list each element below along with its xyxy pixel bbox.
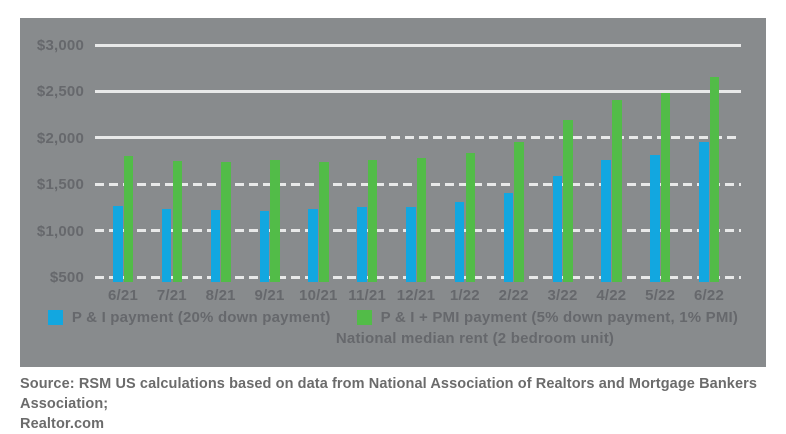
legend-extra-label: National median rent (2 bedroom unit) (335, 330, 615, 347)
bar-pi-payment (357, 206, 367, 282)
x-axis-label: 12/21 (396, 287, 436, 304)
y-axis-tick-label: $1,500 (36, 176, 84, 194)
bar-pi-pmi-payment (514, 141, 524, 282)
bar-pi-payment (552, 175, 562, 282)
x-axis-label: 6/22 (694, 287, 724, 304)
bar-pi-pmi-payment (612, 99, 622, 282)
bar-pi-payment (650, 154, 660, 282)
bar-pi-pmi-payment (221, 161, 231, 282)
bar-pi-payment (406, 207, 416, 282)
y-axis-tick-label: $2,500 (36, 83, 84, 101)
bar-pi-payment (454, 201, 465, 282)
legend-label: P & I + PMI payment (5% down payment, 1%… (380, 309, 739, 326)
bar-pi-payment (113, 206, 123, 282)
bar-pi-pmi-payment (416, 158, 427, 282)
bar-pi-payment (699, 141, 709, 282)
bar-pi-pmi-payment (563, 120, 573, 282)
legend-item: P & I payment (20% down payment) (47, 309, 331, 326)
bar-pi-pmi-payment (709, 76, 720, 282)
gridline-solid (95, 89, 741, 93)
bar-pi-payment (601, 160, 611, 282)
bar-pi-payment (259, 210, 269, 282)
x-axis-label: 4/22 (596, 287, 627, 304)
x-axis-label: 6/21 (108, 287, 138, 304)
legend-item: P & I + PMI payment (5% down payment, 1%… (356, 309, 739, 326)
bar-pi-pmi-payment (123, 156, 134, 282)
source-note: Source: RSM US calculations based on dat… (20, 374, 766, 434)
legend-label: P & I payment (20% down payment) (71, 309, 331, 326)
bar-pi-payment (308, 208, 318, 282)
legend-swatch (47, 310, 63, 325)
bar-pi-pmi-payment (172, 161, 183, 282)
x-axis-label: 8/21 (205, 287, 236, 304)
y-axis-tick-label: $1,000 (36, 222, 84, 240)
legend-swatch (356, 310, 372, 325)
y-axis-tick-label: $3,000 (36, 37, 84, 54)
source-line-1: Source: RSM US calculations based on dat… (20, 376, 758, 412)
bar-pi-pmi-payment (319, 161, 329, 282)
x-axis-label: 7/21 (156, 287, 187, 304)
x-axis-label: 5/22 (645, 287, 676, 304)
bar-pi-payment (503, 192, 514, 282)
gridline-solid (95, 43, 741, 47)
x-axis-label: 1/22 (449, 287, 480, 304)
bar-pi-pmi-payment (660, 93, 671, 282)
x-axis-label: 2/22 (498, 287, 529, 304)
bar-pi-pmi-payment (465, 152, 476, 282)
source-line-2: Realtor.com (20, 416, 105, 432)
y-axis-tick-label: $2,000 (36, 129, 84, 147)
bar-pi-pmi-payment (367, 159, 378, 282)
chart-legend: P & I payment (20% down payment) P & I + … (20, 309, 766, 347)
legend-row: P & I payment (20% down payment) P & I + … (47, 309, 739, 326)
x-axis-label: 10/21 (299, 287, 338, 304)
chart-panel: 6/21 7/21 8/21 9/21 10/21 11/21 12/21 1/22 2/22 3… (20, 18, 766, 367)
bar-pi-payment (161, 209, 172, 282)
y-axis-tick-label: $500 (49, 269, 84, 286)
x-axis-label: 9/21 (254, 287, 285, 304)
bar-pi-payment (210, 210, 221, 282)
x-axis-label: 3/22 (547, 287, 578, 304)
bar-pi-pmi-payment (270, 160, 280, 282)
x-axis-label: 11/21 (348, 287, 387, 304)
gridline-mixed (95, 136, 741, 140)
